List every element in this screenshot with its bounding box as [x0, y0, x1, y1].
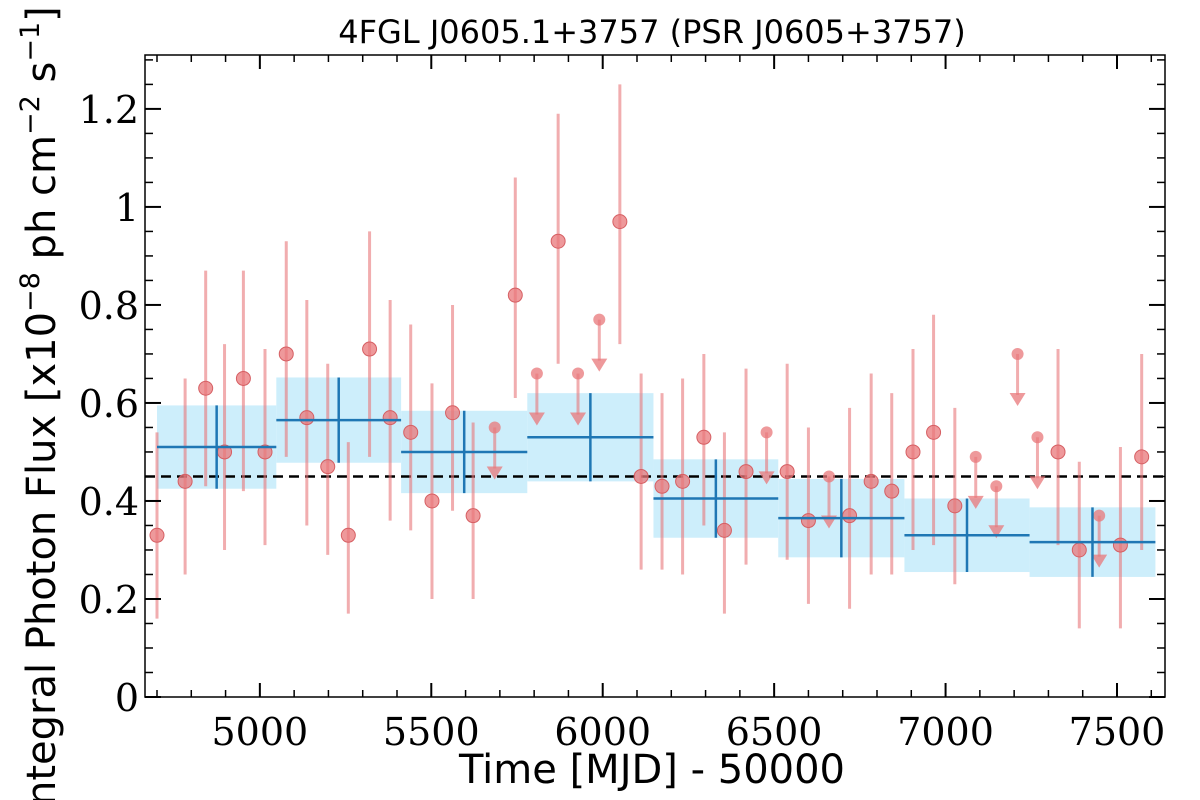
x-axis-title: Time [MJD] - 50000 [458, 747, 845, 793]
data-point [149, 527, 165, 543]
upper-limit-marker [593, 313, 606, 326]
chart-title: 4FGL J0605.1+3757 (PSR J0605+3757) [338, 13, 966, 51]
data-point [257, 444, 273, 460]
upper-limit-arrowhead [1009, 392, 1026, 406]
data-point [675, 473, 691, 489]
data-point [800, 513, 816, 529]
upper-limit-arrowhead [988, 525, 1005, 539]
x-tick-label: 6500 [726, 710, 823, 754]
data-point [320, 459, 336, 475]
x-tick-label: 6000 [554, 710, 651, 754]
data-point [177, 473, 193, 489]
upper-limit-arrowhead [570, 412, 587, 426]
data-point [278, 346, 294, 362]
x-tick-label: 7000 [897, 710, 994, 754]
data-point [716, 522, 732, 538]
short-bin-points [149, 84, 1150, 629]
data-point [340, 527, 356, 543]
data-point [382, 410, 398, 426]
axis-ticks [145, 55, 1165, 698]
data-point [403, 424, 419, 440]
data-point [905, 444, 921, 460]
data-point [362, 341, 378, 357]
upper-limit-arrowhead [1029, 476, 1046, 490]
x-tick-label: 5000 [211, 710, 308, 754]
upper-limit-marker [823, 470, 835, 483]
data-point [863, 473, 879, 489]
plot-frame [144, 54, 1166, 698]
y-tick-label: 1 [115, 186, 139, 230]
upper-limit-marker [530, 367, 543, 380]
upper-limit-marker [488, 421, 501, 434]
upper-limit-marker [760, 426, 773, 439]
data-point [947, 498, 963, 514]
data-point [926, 424, 942, 440]
x-tick-labels: 5000 5500 6000 6500 7000 7500 [211, 710, 1165, 754]
y-tick-labels: 0 0.2 0.4 0.6 0.8 1 1.2 [79, 88, 139, 720]
upper-limit-marker [990, 480, 1003, 493]
data-point [198, 380, 214, 396]
upper-limit-marker [1011, 347, 1024, 360]
data-point [612, 214, 628, 230]
data-point [465, 508, 481, 524]
long-bin-crosses [157, 377, 1156, 577]
upper-limit-arrowhead [967, 495, 984, 509]
data-point [738, 464, 754, 480]
y-tick-label: 0.2 [79, 578, 139, 622]
y-tick-label: 0.4 [79, 480, 139, 524]
upper-limit-arrowhead [486, 466, 503, 480]
data-point [1134, 449, 1150, 465]
data-point [424, 493, 440, 509]
data-point [1071, 542, 1087, 558]
upper-limit-arrowhead [528, 412, 545, 426]
upper-limit-markers [486, 313, 1108, 568]
data-point [550, 233, 566, 249]
x-tick-label: 5500 [383, 710, 480, 754]
data-point [654, 478, 670, 494]
data-point [445, 405, 461, 421]
y-tick-label: 1.2 [79, 88, 139, 132]
y-axis-title: Integral Photon Flux [x10−8 ph cm−2 s−1] [15, 6, 65, 800]
upper-limit-marker [572, 367, 585, 380]
y-tick-label: 0 [115, 676, 139, 720]
data-point [696, 429, 712, 445]
data-point [842, 508, 858, 524]
data-point [235, 370, 251, 386]
x-tick-label: 7500 [1069, 710, 1166, 754]
data-point [1112, 537, 1128, 553]
data-point [1050, 444, 1066, 460]
data-point [299, 410, 315, 426]
y-tick-label: 0.8 [79, 284, 139, 328]
data-point [779, 464, 795, 480]
upper-limit-marker [1093, 509, 1106, 522]
data-point [884, 483, 900, 499]
data-point [507, 287, 523, 303]
upper-limit-marker [969, 450, 982, 463]
data-point [633, 468, 649, 484]
upper-limit-arrowhead [758, 471, 775, 485]
y-tick-label: 0.6 [79, 382, 139, 426]
upper-limit-arrowhead [591, 358, 608, 372]
upper-limit-arrowhead [1091, 554, 1108, 568]
upper-limit-marker [1031, 431, 1044, 444]
